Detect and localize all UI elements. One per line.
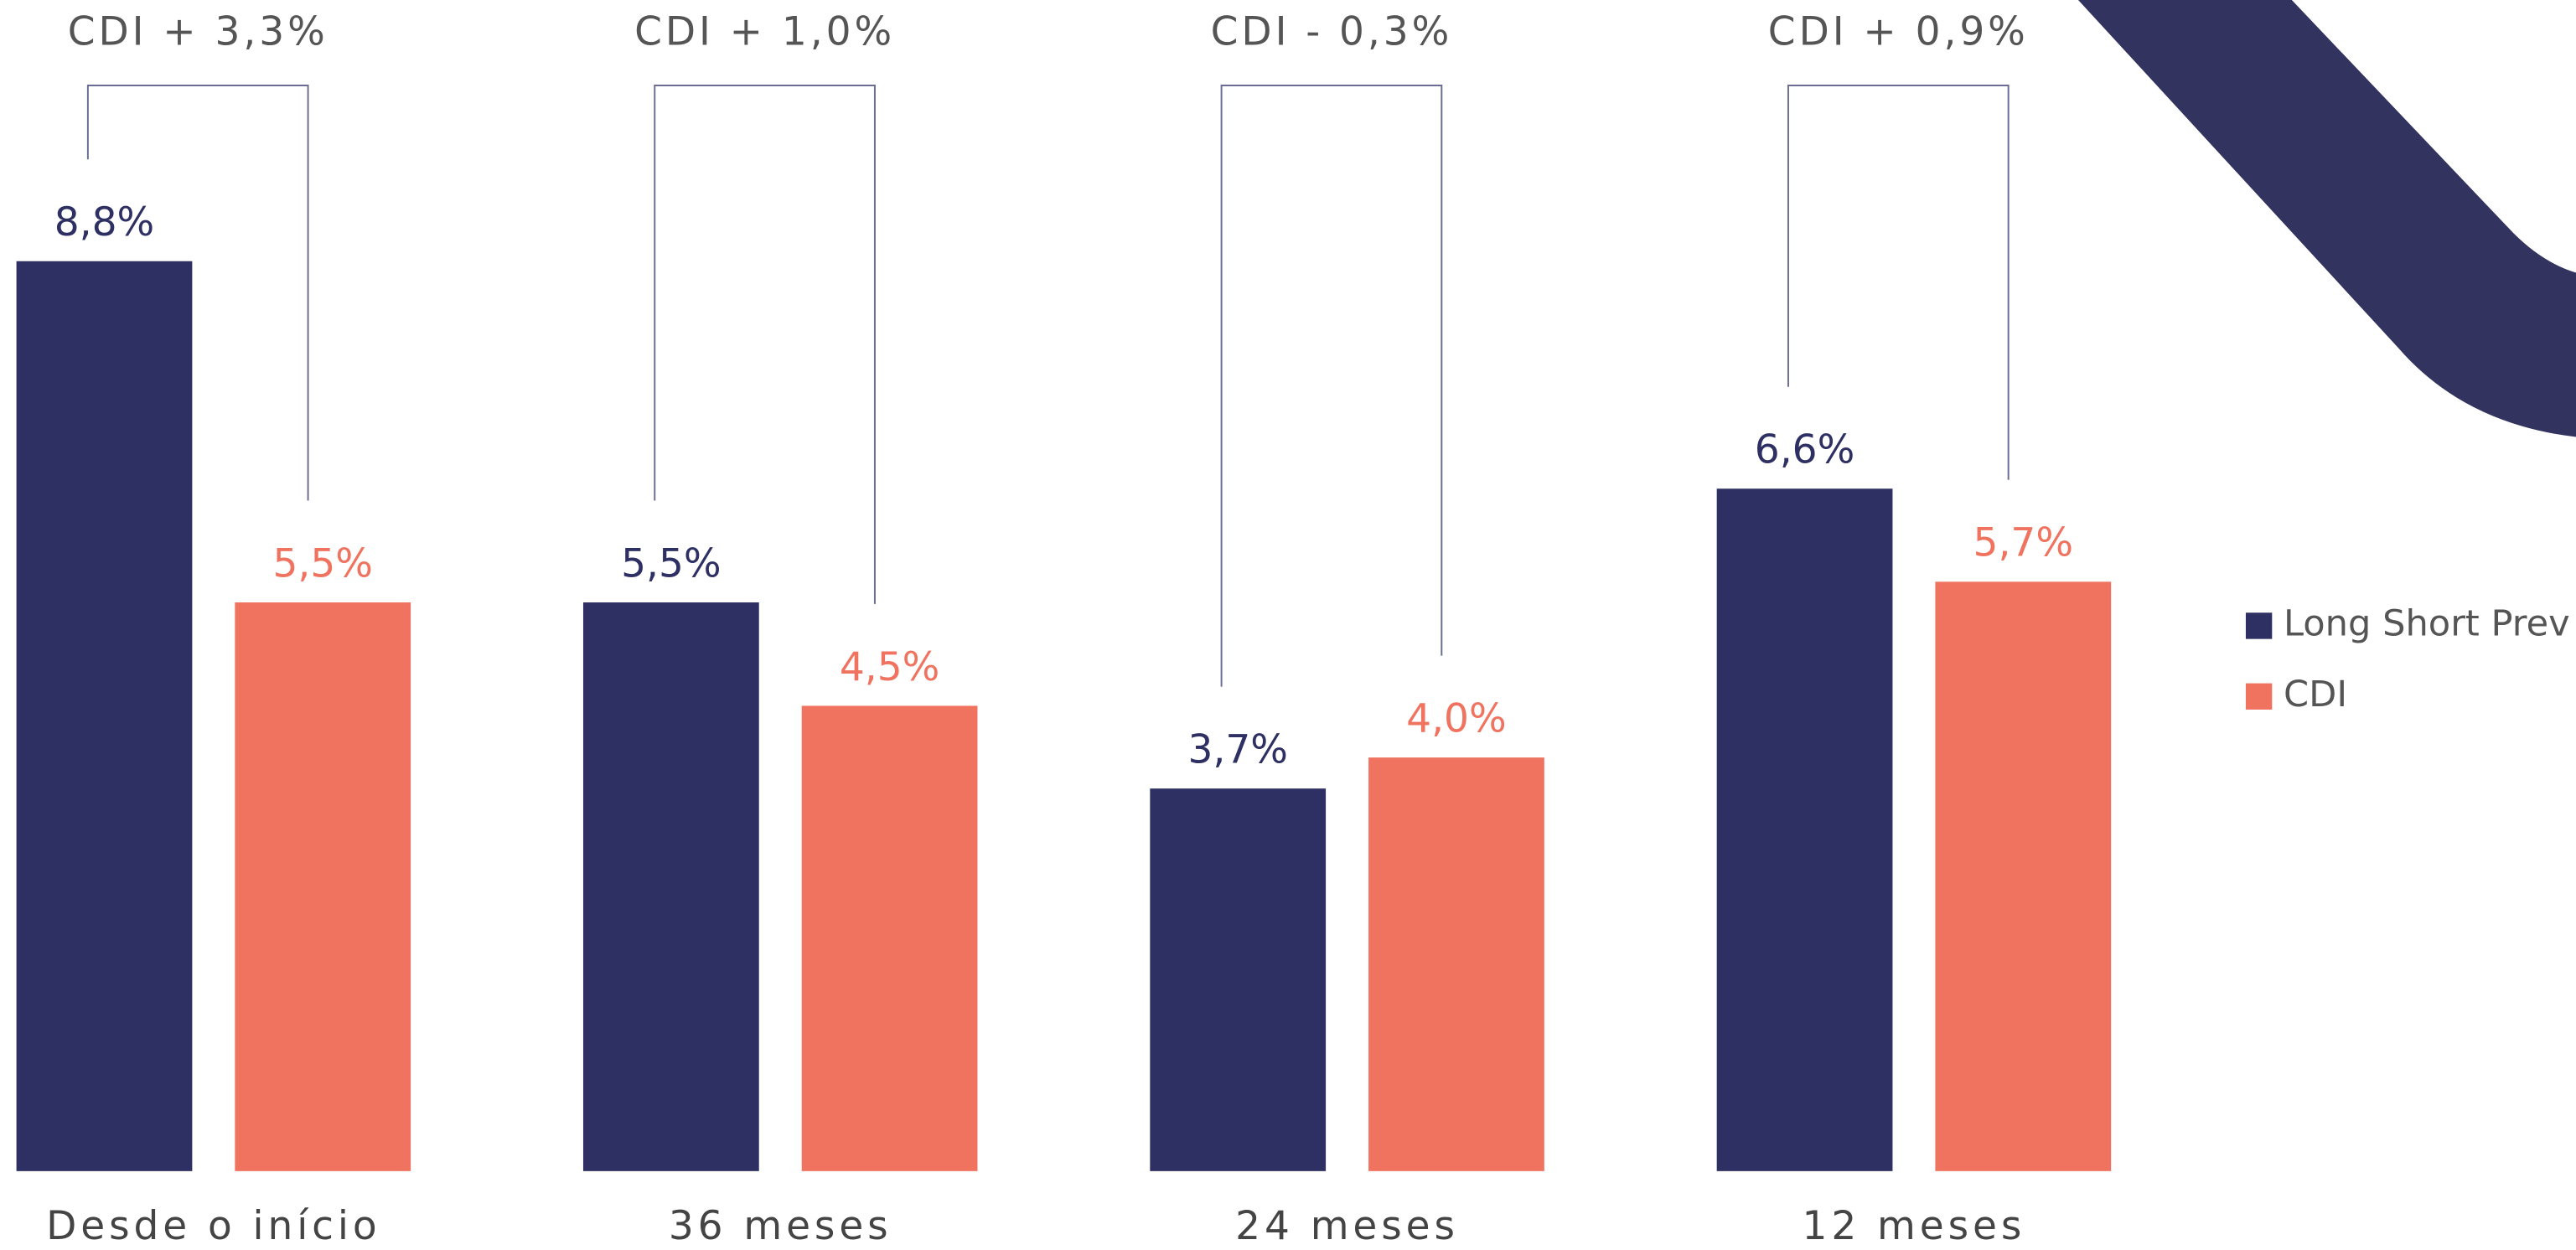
x-tick-label: 36 meses [669,1203,892,1249]
legend-swatch [2245,683,2273,710]
bar [582,602,759,1171]
bar [1150,788,1327,1171]
bar [801,705,978,1171]
bracket [1787,85,2010,480]
bracket [86,85,309,501]
bar [1716,488,1893,1171]
bar [1368,757,1544,1171]
legend-swatch [2245,612,2273,639]
annotation: CDI + 3,3% [68,9,328,55]
bar [1935,581,2112,1171]
value-label: 4,5% [840,644,940,690]
legend-label: CDI [2284,674,2347,715]
x-tick-label: 24 meses [1235,1203,1459,1249]
value-label: 5,7% [1973,520,2074,566]
bar [235,602,411,1171]
legend-label: Long Short Prev [2284,602,2570,644]
bar [16,261,193,1171]
value-label: 3,7% [1187,727,1288,773]
annotation: CDI + 1,0% [634,9,895,55]
value-label: 5,5% [621,540,722,586]
annotation: CDI - 0,3% [1211,9,1453,55]
bracket [654,85,876,604]
value-label: 5,5% [272,540,373,586]
bracket [1220,85,1443,687]
value-label: 6,6% [1755,427,1855,473]
x-tick-label: 12 meses [1803,1203,2026,1249]
value-label: 4,0% [1406,696,1507,742]
value-label: 8,8% [54,199,155,245]
x-tick-label: Desde o início [46,1203,380,1249]
decoration [2077,0,2576,437]
annotation: CDI + 0,9% [1768,9,2029,55]
